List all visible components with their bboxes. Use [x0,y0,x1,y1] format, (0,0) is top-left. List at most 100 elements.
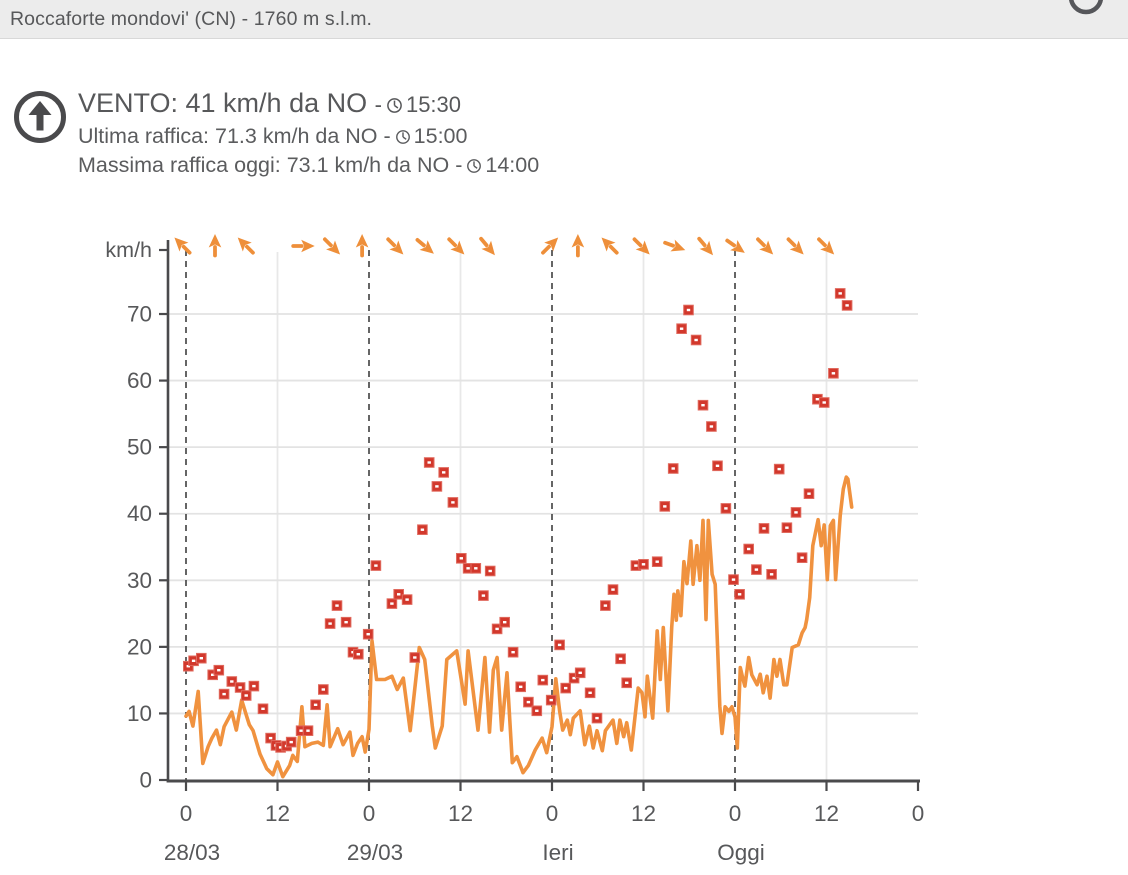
max-gust-time: 14:00 [485,153,540,177]
gust-point [240,690,252,701]
gust-point [720,503,732,514]
gust-point [331,600,343,611]
gust-point [515,681,527,693]
svg-text:12: 12 [265,801,290,826]
svg-text:0: 0 [729,801,742,826]
chart-gridlines [168,252,918,780]
gust-point [409,652,421,663]
wind-direction-arrow-icon [479,236,495,256]
wind-direction-icon [14,91,66,143]
gust-point [324,618,336,629]
last-gust-line: Ultima raffica: 71.3 km/h da NO -15:00 [78,124,468,148]
svg-text:12: 12 [631,801,656,826]
gust-point [455,552,467,564]
svg-text:12: 12 [814,801,839,826]
wind-direction-arrow-icon [174,237,192,255]
wind-chart: km/h 0 10 20 30 40 50 60 70 0 12 0 12 0 12 0 12 0 28/03 29/… [0,210,1128,870]
gust-point [285,736,297,748]
max-gust-line: Massima raffica oggi: 73.1 km/h da NO -1… [78,153,540,177]
wind-direction-arrow-icon [355,234,369,258]
gust-point [712,460,723,472]
clock-icon [467,159,482,173]
station-header: Roccaforte mondovi' (CN) - 1760 m s.l.m. [0,0,1128,39]
gust-point [796,552,808,564]
gust-point [828,368,839,379]
gust-point [447,497,459,508]
gust-point [499,616,511,628]
gust-point [743,543,755,555]
wind-direction-arrow-icon [322,237,341,255]
wind-direction-arrow-icon [663,239,686,252]
gust-point [226,676,238,687]
wind-speed-line [184,475,854,779]
svg-text:40: 40 [127,501,152,526]
gust-point [834,288,846,299]
wind-direction-arrow-icon [415,237,434,254]
midnight-dashed-lines [185,250,736,780]
wind-direction-arrow-icon [447,237,465,255]
clock-icon [387,98,402,113]
svg-text:50: 50 [127,435,152,460]
wind-current-time: 15:30 [405,92,462,117]
svg-text:0: 0 [912,801,925,826]
gust-point [417,524,428,536]
gust-point [470,562,482,574]
gust-point [531,705,543,717]
clock-icon [395,130,410,144]
gust-point [431,481,443,492]
wind-direction-arrows [174,234,835,258]
gust-point [257,703,269,715]
gust-point [803,488,815,500]
gust-point [560,682,572,694]
wind-direction-arrow-icon [632,237,650,255]
gust-point [234,682,246,693]
gust-point [218,688,230,700]
gust-point [651,556,663,568]
gust-point [697,399,709,411]
gust-point [478,590,489,601]
svg-text:Ieri: Ieri [542,840,573,865]
svg-text:28/03: 28/03 [164,840,220,865]
gust-point [340,616,352,628]
gust-point [317,684,329,695]
gust-point [248,680,260,692]
gust-point [600,600,611,611]
gust-point [638,558,649,570]
svg-text:0: 0 [546,801,559,826]
gust-point [706,421,717,432]
gust-point [438,467,450,478]
gust-point [591,712,603,724]
gust-point [607,584,619,595]
gust-point [362,628,374,640]
wind-direction-arrow-icon [817,237,835,255]
svg-text:60: 60 [127,368,152,393]
gust-point [683,304,694,316]
gust-point [568,672,580,684]
chart-axes [159,240,920,791]
gust-point [676,323,687,334]
svg-text:29/03: 29/03 [347,840,403,865]
gust-point [265,732,276,744]
svg-text:0: 0 [180,801,193,826]
svg-text:70: 70 [127,302,152,327]
gust-point [401,594,413,605]
wind-direction-arrow-icon [756,237,774,255]
wind-direction-arrow-icon [786,237,804,255]
gust-point [734,588,745,600]
gust-point [758,523,770,534]
gust-point [352,648,364,660]
refresh-icon[interactable] [1068,0,1104,15]
gust-point [584,687,596,699]
svg-text:0: 0 [363,801,376,826]
gust-point [484,565,496,577]
gust-point [523,696,534,708]
wind-direction-arrow-icon [291,239,315,253]
gust-point [790,507,802,518]
gust-point [690,334,702,346]
wind-direction-arrow-icon [601,237,619,255]
gust-point [370,560,382,571]
gust-point [183,660,194,672]
gust-point [213,664,225,676]
svg-text:0: 0 [139,768,152,793]
svg-text:Oggi: Oggi [717,840,765,865]
